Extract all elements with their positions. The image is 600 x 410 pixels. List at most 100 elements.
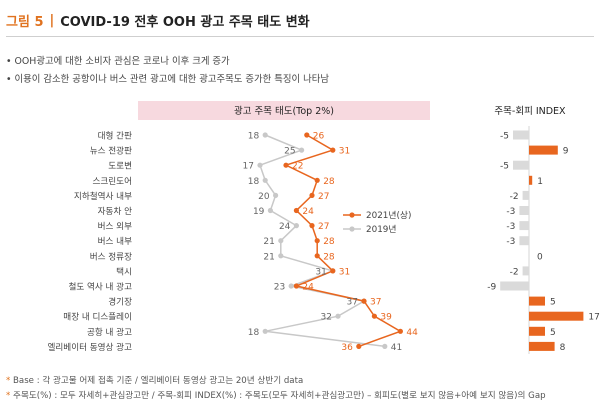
title-separator: |: [49, 12, 55, 28]
value-label-2019: 21: [263, 252, 274, 262]
category-label: 엘리베이터 동영상 광고: [47, 341, 132, 353]
value-label-2021: 24: [302, 283, 314, 293]
index-bar: [522, 266, 529, 276]
value-label-2021: 36: [341, 343, 353, 353]
index-value-label: 5: [550, 328, 556, 338]
index-bar: [529, 326, 545, 336]
figure-label: 그림 5: [6, 14, 44, 30]
point-2019: [293, 223, 299, 229]
point-2021: [330, 268, 336, 274]
footnote-text-1: Base : 각 광고물 어제 접촉 기준 / 엘리베이터 동영상 광고는 20…: [13, 376, 304, 386]
category-label: 자동차 안: [98, 206, 132, 217]
footnote-star-1: *: [6, 376, 11, 386]
index-value-label: 5: [550, 298, 556, 308]
index-bar: [519, 236, 529, 246]
index-value-label: -3: [506, 222, 515, 232]
category-label: 택시: [116, 266, 132, 277]
point-2021: [361, 298, 367, 304]
point-2021: [309, 192, 315, 198]
value-label-2021: 24: [302, 207, 314, 217]
index-value-label: -2: [510, 267, 519, 277]
value-label-2021: 37: [370, 298, 381, 308]
index-value-label: 0: [537, 252, 543, 262]
category-label: 철도 역사 내 광고: [68, 281, 132, 293]
category-label: 경기장: [108, 296, 132, 308]
point-2019: [273, 192, 279, 198]
value-label-2019: 21: [263, 237, 274, 247]
value-label-2019: 18: [248, 132, 260, 142]
category-label: 도로변: [108, 161, 132, 172]
value-label-2019: 25: [284, 147, 295, 157]
index-bar: [529, 145, 558, 155]
footnote-text-2: 주목도(%) : 모두 자세히+관심광고만 / 주목-회피 INDEX(%) :…: [13, 391, 546, 401]
index-value-label: -3: [506, 237, 515, 247]
line-chart-title: 광고 주목 태도(Top 2%): [234, 105, 334, 117]
index-bar: [529, 311, 584, 321]
value-label-2021: 28: [323, 252, 335, 262]
point-2019: [288, 283, 294, 289]
category-label: 버스 외부: [98, 220, 132, 232]
point-2019: [267, 207, 273, 214]
index-bar: [513, 130, 529, 140]
point-2019: [262, 177, 268, 183]
figure-title-bar: 그림 5 | COVID-19 전후 OOH 광고 주목 태도 변화: [6, 8, 310, 32]
index-bar: [529, 341, 555, 351]
value-label-2021: 44: [406, 328, 418, 338]
value-label-2021: 22: [292, 162, 303, 172]
category-label: 대형 간판: [98, 131, 132, 142]
value-label-2019: 41: [391, 343, 402, 353]
footnote-1: * Base : 각 광고물 어제 접촉 기준 / 엘리베이터 동영상 광고는 …: [6, 374, 303, 386]
index-value-label: -5: [500, 132, 509, 142]
value-label-2019: 18: [248, 328, 260, 338]
value-label-2019: 24: [279, 222, 291, 232]
value-label-2021: 26: [313, 132, 325, 142]
value-label-2019: 18: [248, 177, 260, 187]
index-value-label: -2: [510, 192, 519, 202]
point-2019: [262, 132, 268, 138]
figure-title: COVID-19 전후 OOH 광고 주목 태도 변화: [60, 14, 310, 30]
point-2021: [330, 147, 336, 153]
index-bar: [529, 296, 545, 306]
legend-label-2021: 2021년(상): [366, 210, 411, 221]
index-bar: [500, 281, 529, 291]
category-label: 공항 내 광고: [87, 326, 132, 338]
index-value-label: 1: [537, 177, 543, 187]
value-label-2019: 32: [321, 313, 332, 323]
point-2021: [293, 207, 299, 214]
index-bar: [513, 160, 529, 170]
category-label: 버스 내부: [98, 236, 132, 247]
bullet-text-1: OOH광고에 대한 소비자 관심은 코로나 이후 크게 증가: [14, 56, 230, 67]
point-2021: [397, 328, 403, 334]
bullet-item-1: • OOH광고에 대한 소비자 관심은 코로나 이후 크게 증가: [6, 56, 230, 67]
index-value-label: -9: [487, 283, 496, 293]
point-2021: [304, 132, 310, 138]
category-label: 버스 정류장: [90, 251, 132, 262]
value-label-2021: 39: [380, 313, 392, 323]
legend-label-2019: 2019년: [366, 224, 396, 235]
point-2019: [382, 343, 388, 349]
bullet-text-2: 이용이 감소한 공항이나 버스 관련 광고에 대한 광고주목도 증가한 특징이 …: [14, 74, 329, 85]
value-label-2019: 31: [315, 267, 326, 277]
value-label-2021: 28: [323, 177, 335, 187]
category-label: 지하철역사 내부: [74, 191, 132, 202]
value-label-2021: 27: [318, 192, 329, 202]
value-label-2021: 28: [323, 237, 335, 247]
category-label: 매장 내 디스플레이: [63, 312, 132, 323]
index-value-label: 8: [560, 343, 566, 353]
point-2021: [356, 343, 362, 349]
index-bar: [529, 175, 533, 185]
value-label-2019: 20: [258, 192, 270, 202]
index-value-label: 17: [588, 313, 599, 323]
point-2019: [262, 328, 268, 334]
point-2021: [293, 283, 299, 289]
index-bar: [519, 221, 529, 231]
footnote-2: * 주목도(%) : 모두 자세히+관심광고만 / 주목-회피 INDEX(%)…: [6, 389, 546, 401]
legend-marker-2021: [349, 212, 355, 218]
point-2019: [278, 253, 284, 259]
point-2021: [314, 177, 320, 183]
value-label-2021: 31: [339, 267, 350, 277]
index-value-label: -3: [506, 207, 515, 217]
value-label-2019: 19: [253, 207, 265, 217]
bullet-item-2: • 이용이 감소한 공항이나 버스 관련 광고에 대한 광고주목도 증가한 특징…: [6, 74, 329, 85]
